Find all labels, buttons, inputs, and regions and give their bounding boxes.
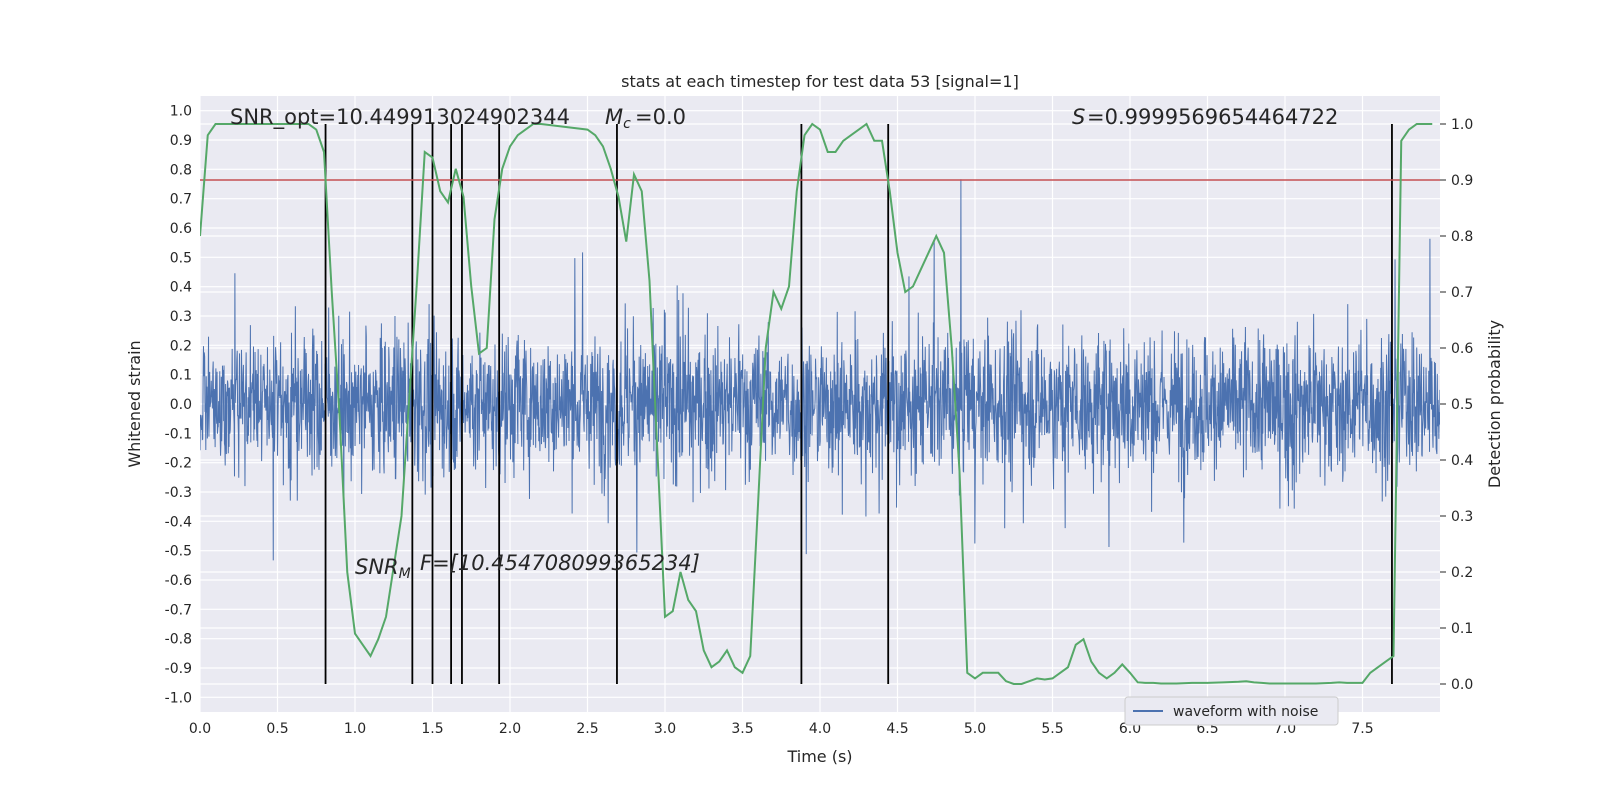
y-right-tick-labels: 1.0 0.9 0.8 0.7 0.6 0.5 0.4 0.3 0.2 0.1 0.0 <box>1440 117 1473 693</box>
y-left-tick-label: 0.6 <box>170 221 192 237</box>
snr-mf-annotation: F=[10.454708099365234] <box>420 551 700 575</box>
y-right-axis-label: Detection probability <box>1485 320 1504 488</box>
legend-box <box>1124 696 1339 726</box>
mc-annotation: =0.0 <box>635 105 686 129</box>
snr-opt-annotation: SNR_opt=10.449913024902344 <box>230 105 570 130</box>
y-left-tick-label: -0.5 <box>165 544 192 560</box>
y-left-tick-labels: 1.0 0.9 0.8 0.7 0.6 0.5 0.4 0.3 0.2 0.1 0.0 -0.1 -0.… <box>165 104 192 707</box>
y-right-tick-label: 0.7 <box>1451 285 1473 301</box>
x-tick-label: 5.5 <box>1041 721 1063 737</box>
y-left-axis-label: Whitened strain <box>125 340 144 467</box>
y-left-tick-label: -0.7 <box>165 602 192 618</box>
x-tick-label: 0.5 <box>266 721 288 737</box>
y-left-tick-label: 0.7 <box>170 192 192 208</box>
x-tick-label: 3.5 <box>731 721 753 737</box>
y-right-tick-label: 0.6 <box>1451 341 1473 357</box>
x-tick-label: 2.5 <box>576 721 598 737</box>
y-left-tick-label: 0.5 <box>170 250 192 266</box>
x-tick-labels: 0.0 0.5 1.0 1.5 2.0 2.5 3.0 3.5 4.0 4.5 5.0 5.5 6.0 6… <box>189 721 1374 737</box>
detection-probability-group <box>200 122 1433 685</box>
y-left-tick-label: -1.0 <box>165 690 192 706</box>
y-right-tick-label: 0.0 <box>1451 677 1473 693</box>
y-left-tick-label: 0.2 <box>170 338 192 354</box>
y-left-tick-label: 0.3 <box>170 309 192 325</box>
y-right-tick-label: 1.0 <box>1451 117 1473 133</box>
y-right-tick-label: 0.2 <box>1451 565 1473 581</box>
waveform-series <box>200 179 1440 561</box>
y-left-tick-label: -0.9 <box>165 661 192 677</box>
y-left-tick-label: 0.1 <box>170 368 192 384</box>
x-tick-label: 3.0 <box>654 721 676 737</box>
x-axis-label: Time (s) <box>786 747 852 766</box>
x-tick-label: 0.0 <box>189 721 211 737</box>
s-annotation-symbol: S <box>1072 105 1085 129</box>
x-tick-label: 1.0 <box>344 721 366 737</box>
s-annotation: =0.9999569654464722 <box>1087 105 1338 129</box>
y-right-tick-label: 0.4 <box>1451 453 1473 469</box>
legend-label: waveform with noise <box>1173 704 1318 720</box>
peak-markers <box>324 124 1393 684</box>
y-left-tick-label: -0.8 <box>165 632 192 648</box>
y-right-tick-label: 0.9 <box>1451 173 1473 189</box>
legend: waveform with noise <box>1124 696 1339 726</box>
y-right-tick-label: 0.8 <box>1451 229 1473 245</box>
y-right-tick-label: 0.3 <box>1451 509 1473 525</box>
y-left-tick-label: -0.6 <box>165 573 192 589</box>
y-left-tick-label: 0.4 <box>170 280 192 296</box>
y-left-tick-label: 1.0 <box>170 104 192 120</box>
y-left-tick-label: -0.2 <box>165 456 192 472</box>
chart-title: stats at each timestep for test data 53 … <box>621 72 1019 91</box>
x-tick-label: 1.5 <box>421 721 443 737</box>
y-left-tick-label: -0.3 <box>165 485 192 501</box>
waveform-line <box>200 179 1440 561</box>
x-tick-label: 2.0 <box>499 721 521 737</box>
y-right-tick-label: 0.5 <box>1451 397 1473 413</box>
y-right-tick-label: 0.1 <box>1451 621 1473 637</box>
x-tick-label: 4.5 <box>886 721 908 737</box>
y-left-tick-label: 0.0 <box>170 397 192 413</box>
y-left-tick-label: 0.8 <box>170 162 192 178</box>
x-tick-label: 4.0 <box>809 721 831 737</box>
detection-probability-line <box>200 122 1433 685</box>
y-left-tick-label: -0.4 <box>165 514 192 530</box>
x-tick-label: 5.0 <box>964 721 986 737</box>
y-left-tick-label: -0.1 <box>165 426 192 442</box>
x-tick-label: 7.5 <box>1351 721 1373 737</box>
y-left-tick-label: 0.9 <box>170 133 192 149</box>
